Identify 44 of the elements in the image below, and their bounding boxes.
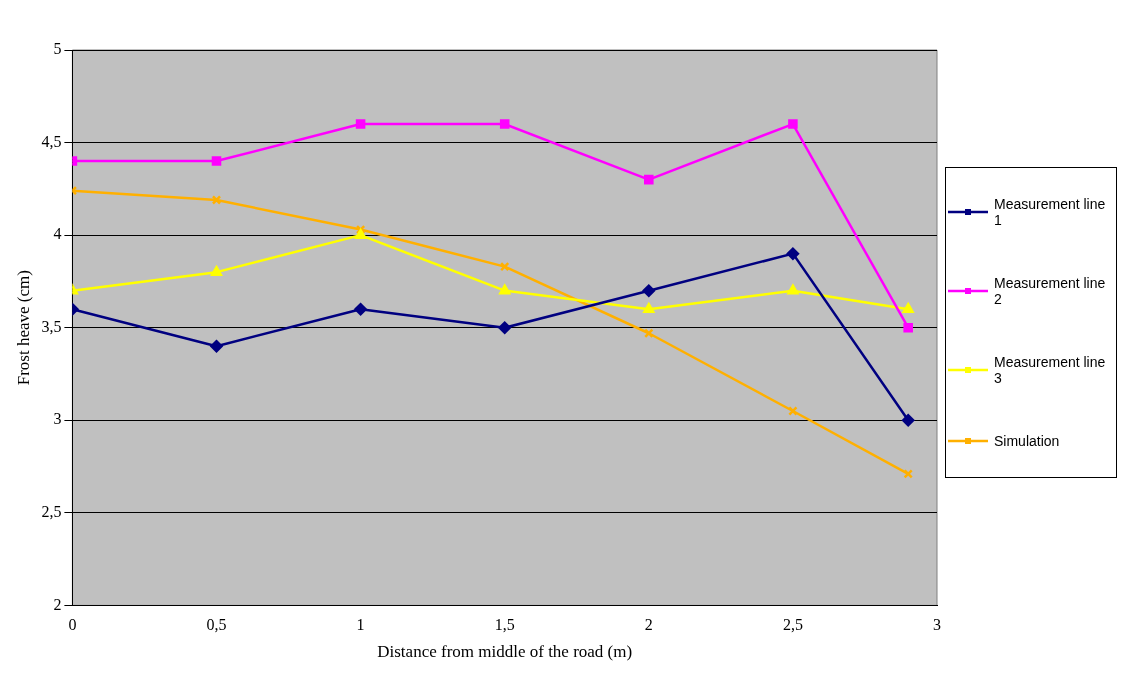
y-tick-label: 3: [53, 410, 62, 428]
point: [644, 328, 654, 339]
y-tick-label: 4: [53, 225, 62, 243]
legend-label: Simulation: [994, 433, 1060, 450]
point: [902, 302, 914, 313]
x-tick-label: 1: [356, 616, 365, 634]
x-tick-label: 2,5: [782, 616, 803, 634]
point: [355, 224, 366, 235]
point: [210, 265, 223, 276]
point: [644, 174, 654, 185]
point: [643, 302, 655, 313]
point: [499, 119, 510, 129]
x-tick-label: 0: [68, 616, 77, 634]
x-tick-label: 1,5: [494, 616, 515, 634]
point: [787, 284, 799, 295]
point: [903, 322, 913, 333]
x-tick-label: 0,5: [206, 616, 227, 634]
legend-label: Measurement line 3: [994, 354, 1107, 387]
point: [786, 247, 800, 260]
y-tick-label: 2: [53, 595, 62, 613]
point: [210, 339, 223, 353]
y-tick-label: 2,5: [41, 503, 62, 521]
point: [788, 119, 798, 129]
y-axis-title: Frost heave (cm): [13, 270, 33, 386]
point: [788, 406, 798, 416]
y-tick-label: 5: [53, 40, 62, 58]
legend-label: Measurement line 2: [994, 274, 1107, 307]
y-tick-label: 4,5: [41, 132, 62, 150]
point: [211, 156, 222, 166]
point: [354, 302, 367, 316]
point: [211, 195, 222, 205]
legend-label: Measurement line 1: [994, 195, 1107, 228]
point: [355, 119, 366, 129]
point: [499, 261, 510, 272]
x-tick-label: 2: [644, 616, 653, 634]
point: [642, 284, 656, 297]
point: [499, 284, 511, 295]
x-axis-title: Distance from middle of the road (m): [377, 642, 633, 662]
y-tick-label: 3,5: [41, 317, 62, 335]
point: [355, 228, 367, 239]
point: [498, 321, 511, 334]
x-tick-label: 3: [933, 616, 941, 634]
point: [901, 414, 915, 427]
point: [903, 469, 913, 479]
